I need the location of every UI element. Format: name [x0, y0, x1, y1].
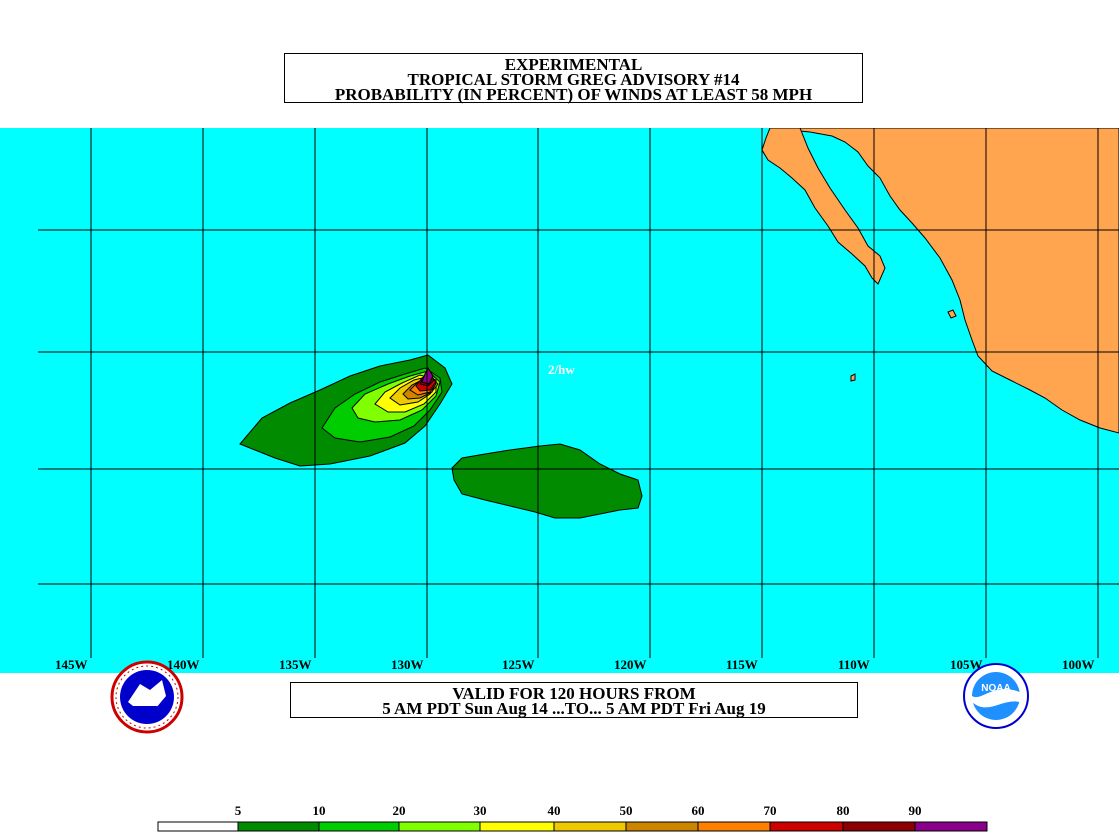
- legend-swatch: [769, 821, 844, 832]
- nws-logo: [110, 660, 184, 734]
- legend-label: 40: [548, 803, 561, 818]
- noaa-logo: NOAA: [963, 663, 1029, 729]
- lon-label: 140W: [167, 657, 200, 672]
- legend-swatch: [479, 821, 555, 832]
- title-line-3: PROBABILITY (IN PERCENT) OF WINDS AT LEA…: [334, 85, 813, 104]
- lon-label: 120W: [614, 657, 647, 672]
- legend-swatch: [318, 821, 400, 832]
- island: [850, 373, 856, 382]
- baja-california: [761, 128, 886, 285]
- title-line-2: TROPICAL STORM GREG ADVISORY #14: [407, 70, 740, 89]
- valid-line-1: VALID FOR 120 HOURS FROM: [452, 684, 696, 703]
- title-box: EXPERIMENTAL TROPICAL STORM GREG ADVISOR…: [284, 53, 863, 103]
- valid-line-2: 5 AM PDT Sun Aug 14 ...TO... 5 AM PDT Fr…: [382, 699, 766, 718]
- probability-legend: 5 10 20 30 40 50 60 70 80 90: [157, 803, 988, 832]
- legend-swatch: [237, 821, 320, 832]
- grid-lines: [38, 128, 1119, 658]
- lon-label: 105W: [950, 657, 983, 672]
- island: [947, 309, 957, 319]
- lon-label: 115W: [726, 657, 758, 672]
- forecaster-signature: 2/hw: [548, 362, 575, 377]
- contour-5-south: [451, 443, 643, 519]
- legend-swatch: [697, 821, 771, 832]
- legend-label: 10: [313, 803, 326, 818]
- legend-label: 60: [692, 803, 705, 818]
- legend-label: 50: [620, 803, 633, 818]
- legend-label: 5: [235, 803, 242, 818]
- valid-period-box: VALID FOR 120 HOURS FROM 5 AM PDT Sun Au…: [290, 682, 858, 718]
- lon-label: 100W: [1062, 657, 1095, 672]
- noaa-logo-text: NOAA: [981, 683, 1010, 694]
- lon-label: 130W: [391, 657, 424, 672]
- lon-label: 110W: [838, 657, 870, 672]
- legend-swatch: [398, 821, 481, 832]
- lon-label: 135W: [279, 657, 312, 672]
- lon-label: 145W: [55, 657, 88, 672]
- title-line-1: EXPERIMENTAL: [504, 55, 643, 74]
- probability-map: 145W 140W 135W 130W 125W 120W 115W 110W …: [0, 128, 1119, 673]
- legend-label: 30: [474, 803, 487, 818]
- legend-swatch: [842, 821, 916, 832]
- legend-swatch: [553, 821, 627, 832]
- longitude-labels: 145W 140W 135W 130W 125W 120W 115W 110W …: [55, 657, 1095, 672]
- legend-swatch: [157, 821, 239, 832]
- legend-swatch: [914, 821, 988, 832]
- legend-label: 80: [837, 803, 850, 818]
- legend-label: 90: [909, 803, 922, 818]
- mexico-mainland: [769, 128, 1119, 434]
- lon-label: 125W: [502, 657, 535, 672]
- legend-swatch: [625, 821, 699, 832]
- legend-label: 70: [764, 803, 777, 818]
- legend-label: 20: [393, 803, 406, 818]
